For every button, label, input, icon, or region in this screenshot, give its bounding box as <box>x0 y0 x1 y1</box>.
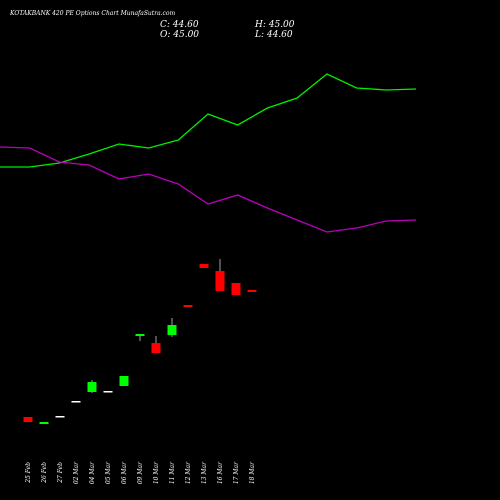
chart-title: KOTAKBANK 420 PE Options Chart MunafaSut… <box>9 10 176 17</box>
x-tick-label: 04 Mar <box>89 461 96 484</box>
candle-body <box>119 376 129 386</box>
x-tick-label: 09 Mar <box>137 461 144 484</box>
x-tick-label: 17 Mar <box>233 461 240 484</box>
x-tick-label: 25 Feb <box>25 462 32 484</box>
candle-body <box>167 325 177 335</box>
candle-body <box>199 264 209 268</box>
candle-body <box>71 401 81 403</box>
x-tick-label: 27 Feb <box>57 462 64 484</box>
candle-body <box>247 290 257 292</box>
x-tick-label: 05 Mar <box>105 461 112 484</box>
open-label: O: 45.00 <box>160 30 199 40</box>
candle-body <box>183 305 193 307</box>
candle-body <box>215 271 225 291</box>
candle-body <box>231 283 241 295</box>
candle-body <box>103 391 113 393</box>
candle-body <box>55 416 65 418</box>
x-tick-label: 12 Mar <box>185 461 192 484</box>
low-label: L: 44.60 <box>254 30 293 40</box>
indicator-line <box>0 73 417 168</box>
x-tick-label: 13 Mar <box>201 461 208 484</box>
x-tick-label: 06 Mar <box>121 461 128 484</box>
candle-body <box>39 422 49 424</box>
x-tick-label: 16 Mar <box>217 461 224 484</box>
candle-body <box>23 417 33 422</box>
high-label: H: 45.00 <box>254 20 295 30</box>
x-tick-label: 02 Mar <box>73 461 80 484</box>
candle-body <box>135 334 145 336</box>
x-tick-label: 10 Mar <box>153 461 160 484</box>
x-tick-label: 18 Mar <box>249 461 256 484</box>
indicator-line <box>0 146 417 233</box>
x-tick-label: 11 Mar <box>169 461 176 484</box>
candle-body <box>151 343 161 353</box>
candle-body <box>87 382 97 392</box>
x-tick-label: 26 Feb <box>41 462 48 484</box>
close-label: C: 44.60 <box>160 20 199 30</box>
